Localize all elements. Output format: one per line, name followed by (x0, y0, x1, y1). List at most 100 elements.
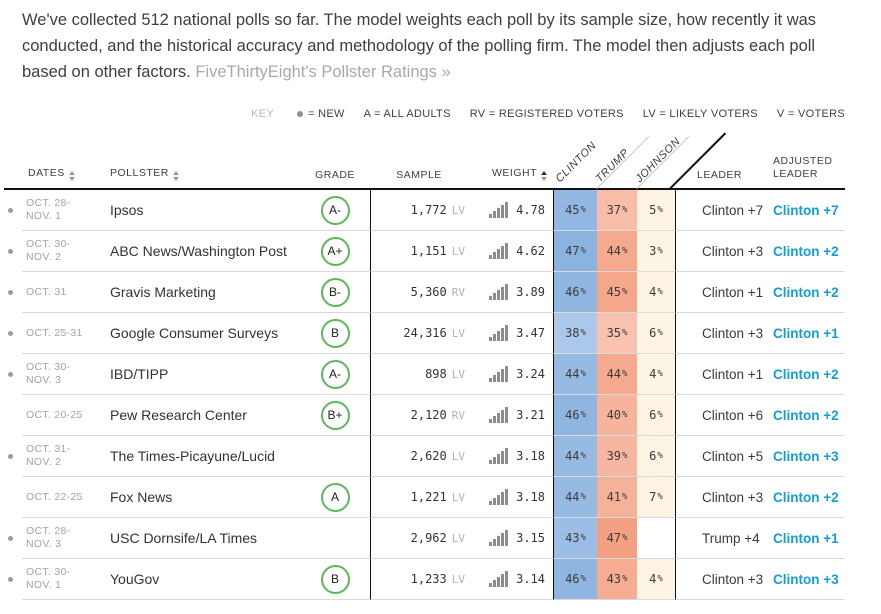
pct-sign: % (580, 328, 586, 338)
pct-sign: % (580, 533, 586, 543)
grade-badge: B (320, 564, 350, 594)
sample-cell: 1,772 LV (370, 190, 468, 231)
new-dot (4, 272, 22, 313)
new-dot (4, 313, 22, 354)
table-body: OCT. 28-NOV. 1 Ipsos A- 1,772 LV 4.78 45%… (4, 190, 845, 600)
dates-cell: OCT. 31 (22, 272, 110, 313)
adjusted-leader-cell[interactable]: Clinton +2 (765, 272, 845, 313)
trump-pct-cell: 43% (597, 559, 637, 600)
weight-value: 3.14 (516, 572, 545, 586)
pct-sign: % (580, 369, 586, 379)
adjusted-leader-cell[interactable]: Clinton +3 (765, 436, 845, 477)
weight-bars-icon (489, 571, 509, 587)
grade-cell: A- (300, 190, 370, 231)
adjusted-leader-cell[interactable]: Clinton +2 (765, 477, 845, 518)
key-legend: KEY = NEW A = ALL ADULTS RV = REGISTERED… (0, 108, 845, 120)
adjusted-leader-cell[interactable]: Clinton +2 (765, 395, 845, 436)
weight-bars-icon (489, 284, 509, 300)
leader-cell: Clinton +1 (675, 354, 765, 395)
table-row: OCT. 30-NOV. 3 IBD/TIPP A- 898 LV 3.24 44… (4, 354, 845, 395)
intro-paragraph: We've collected 512 national polls so fa… (22, 7, 858, 85)
divider-line (636, 135, 690, 189)
clinton-pct-cell: 45% (553, 190, 597, 231)
grade-cell: B (300, 313, 370, 354)
johnson-pct-sign: % (657, 574, 663, 584)
sample-size: 24,316 (403, 326, 447, 340)
sample-size: 1,772 (410, 203, 447, 217)
dates-cell: OCT. 30-NOV. 2 (22, 231, 110, 272)
sample-type: LV (451, 531, 465, 545)
weight-bars-icon (489, 448, 509, 464)
new-dot (4, 354, 22, 395)
dates-cell: OCT. 30-NOV. 3 (22, 354, 110, 395)
sample-cell: 5,360 RV (370, 272, 468, 313)
adjusted-leader-cell[interactable]: Clinton +2 (765, 354, 845, 395)
dates-cell: OCT. 25-31 (22, 313, 110, 354)
header-grade: GRADE (315, 169, 355, 181)
table-row: OCT. 30-NOV. 2 ABC News/Washington Post … (4, 231, 845, 272)
key-item-likely-voters: LV = LIKELY VOTERS (642, 108, 758, 120)
adjusted-leader-cell[interactable]: Clinton +3 (765, 559, 845, 600)
sort-icon[interactable] (68, 171, 75, 181)
sample-size: 2,120 (410, 408, 447, 422)
sort-icon[interactable] (541, 171, 547, 181)
sample-size: 2,620 (410, 449, 447, 463)
new-poll-dot-icon (8, 454, 13, 459)
sample-size: 5,360 (410, 285, 447, 299)
johnson-pct-sign: % (657, 492, 663, 502)
weight-cell: 3.18 (468, 477, 553, 518)
weight-bars-icon (489, 202, 509, 218)
clinton-pct-cell: 46% (553, 395, 597, 436)
weight-cell: 3.24 (468, 354, 553, 395)
pct-sign: % (580, 287, 586, 297)
key-item-registered-voters: RV = REGISTERED VOTERS (469, 108, 624, 120)
header-weight[interactable]: WEIGHT (492, 167, 547, 181)
header-pollster[interactable]: POLLSTER (110, 167, 179, 181)
pct-sign: % (580, 205, 586, 215)
grade-cell: B- (300, 272, 370, 313)
pollster-ratings-link[interactable]: FiveThirtyEight's Pollster Ratings » (195, 63, 451, 81)
key-label: KEY (251, 108, 274, 120)
adjusted-leader-cell[interactable]: Clinton +1 (765, 518, 845, 559)
adjusted-leader-cell[interactable]: Clinton +2 (765, 231, 845, 272)
sample-type: LV (451, 572, 465, 586)
grade-badge: B+ (320, 400, 350, 430)
weight-bars-icon (489, 407, 509, 423)
header-dates[interactable]: DATES (28, 167, 75, 181)
pollster-cell: ABC News/Washington Post (110, 231, 300, 272)
weight-bars-icon (489, 366, 509, 382)
leader-cell: Clinton +5 (675, 436, 765, 477)
sample-cell: 1,151 LV (370, 231, 468, 272)
grade-cell: A (300, 477, 370, 518)
new-dot (4, 395, 22, 436)
dates-cell: OCT. 22-25 (22, 477, 110, 518)
clinton-pct-cell: 38% (553, 313, 597, 354)
trump-pct-cell: 39% (597, 436, 637, 477)
trump-pct-cell: 44% (597, 231, 637, 272)
johnson-pct-cell: 4% (637, 559, 675, 600)
table-row: OCT. 28-NOV. 3 USC Dornsife/LA Times 2,9… (4, 518, 845, 559)
new-poll-dot-icon (8, 249, 13, 254)
new-dot (4, 477, 22, 518)
adjusted-leader-cell[interactable]: Clinton +1 (765, 313, 845, 354)
pct-sign: % (622, 451, 628, 461)
new-poll-dot-icon (8, 290, 13, 295)
table-row: OCT. 31-NOV. 2 The Times-Picayune/Lucid … (4, 436, 845, 477)
pollster-cell: Pew Research Center (110, 395, 300, 436)
header-adjusted-leader: ADJUSTED LEADER (773, 155, 833, 180)
weight-cell: 4.78 (468, 190, 553, 231)
sample-cell: 24,316 LV (370, 313, 468, 354)
dates-cell: OCT. 31-NOV. 2 (22, 436, 110, 477)
table-row: OCT. 22-25 Fox News A 1,221 LV 3.18 44% 4… (4, 477, 845, 518)
adjusted-leader-cell[interactable]: Clinton +7 (765, 190, 845, 231)
pct-sign: % (622, 533, 628, 543)
trump-pct-cell: 40% (597, 395, 637, 436)
weight-value: 3.21 (516, 408, 545, 422)
dates-cell: OCT. 28-NOV. 1 (22, 190, 110, 231)
trump-pct-cell: 45% (597, 272, 637, 313)
sort-icon[interactable] (172, 171, 179, 181)
pollster-cell: Ipsos (110, 190, 300, 231)
sample-type: RV (451, 285, 465, 299)
sample-cell: 1,233 LV (370, 559, 468, 600)
pct-sign: % (622, 287, 628, 297)
